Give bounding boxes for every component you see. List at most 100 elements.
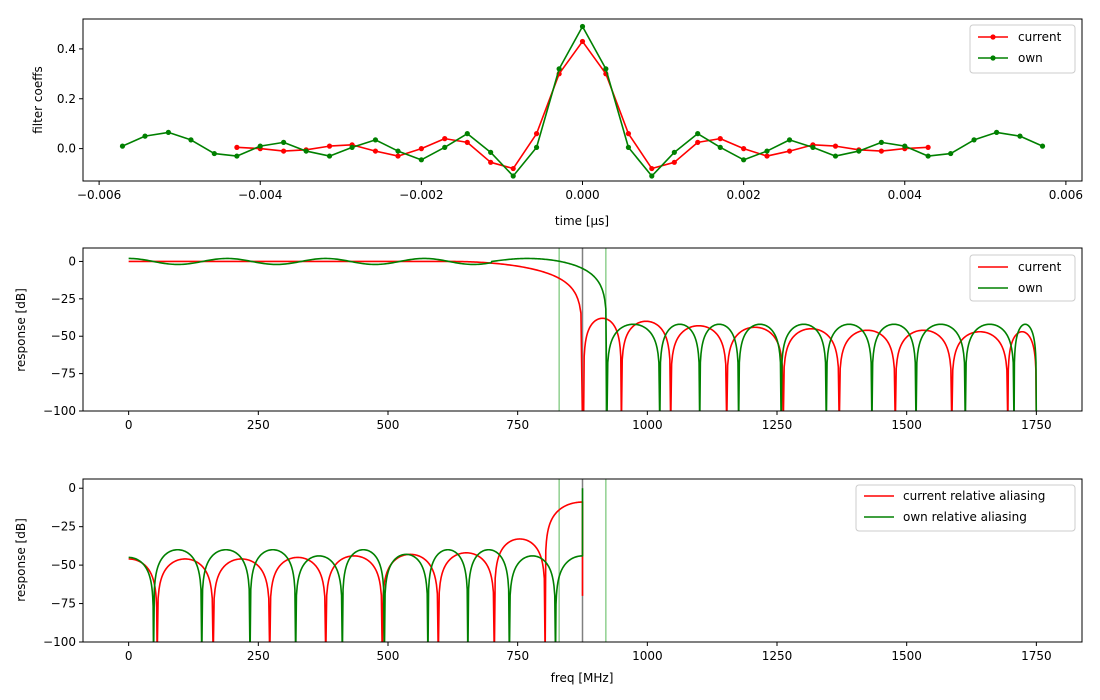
aliasing-ytick-label: −100 [43, 635, 76, 649]
legend-label-own: own relative aliasing [903, 510, 1027, 524]
response-panel: 0 250 500 750 1000 1250 1500 1750 0 −25 −50 −75 −100… [14, 247, 1083, 432]
response-xtick-label: 750 [506, 418, 529, 432]
data-point-own [671, 149, 677, 155]
data-point-current [395, 153, 401, 159]
coeffs-xtick-label: 0.002 [726, 188, 760, 202]
coeffs-xtick-label: 0.000 [565, 188, 599, 202]
data-point-own [603, 66, 609, 72]
data-point-own [764, 148, 770, 154]
legend-label-current: current [1018, 260, 1062, 274]
series-line-current [236, 40, 929, 170]
coeffs-xtick-label: 0.004 [888, 188, 922, 202]
response-xtick-label: 500 [377, 418, 400, 432]
series-line-current-relative-aliasing [128, 501, 584, 642]
response-ytick-label: 0 [68, 254, 76, 268]
coeffs-plot-area [119, 23, 1046, 179]
aliasing-xlabel: freq [MHz] [551, 671, 614, 685]
data-point-current [695, 139, 701, 145]
legend-label-current: current [1018, 30, 1062, 44]
data-point-own [142, 133, 148, 139]
data-point-own [741, 157, 747, 163]
response-xtick-label: 1000 [632, 418, 663, 432]
data-point-own [971, 137, 977, 143]
data-point-current [925, 144, 931, 150]
coeffs-ytick-label: 0.4 [57, 42, 76, 56]
data-point-current [326, 143, 333, 149]
data-point-current [488, 159, 494, 165]
data-point-current [464, 139, 470, 145]
data-point-own [395, 148, 401, 154]
data-point-own [695, 131, 701, 137]
aliasing-ytick-label: −50 [51, 558, 76, 572]
data-point-current [533, 131, 540, 137]
aliasing-xtick-label: 250 [247, 649, 270, 663]
data-point-own [281, 139, 287, 145]
data-point-current [878, 148, 884, 154]
response-axes-frame [82, 247, 1083, 412]
data-point-current [510, 165, 516, 172]
coeffs-ytick-label: 0.0 [57, 142, 76, 156]
aliasing-xtick-label: 1500 [891, 649, 922, 663]
data-point-own [165, 129, 171, 135]
coeffs-ytick-label: 0.2 [57, 92, 76, 106]
data-point-current [579, 38, 586, 45]
aliasing-ylabel: response [dB] [14, 518, 28, 602]
data-point-current [234, 144, 240, 150]
coeffs-legend: current own [969, 24, 1076, 74]
aliasing-plot-area [128, 479, 607, 642]
response-xtick-label: 250 [247, 418, 270, 432]
aliasing-legend: current relative aliasing own relative a… [855, 484, 1076, 532]
aliasing-ticks: 0 250 500 750 1000 1250 1500 1750 0 −25 −50 −75 −100 [43, 481, 1052, 663]
response-ytick-label: −25 [51, 292, 76, 306]
data-point-own [372, 137, 379, 143]
data-point-current [741, 146, 747, 152]
data-point-own [1039, 143, 1046, 149]
response-xtick-label: 1750 [1021, 418, 1052, 432]
aliasing-xtick-label: 1000 [632, 649, 663, 663]
coeffs-xtick-label: −0.006 [77, 188, 121, 202]
data-point-own [994, 129, 1000, 135]
coeffs-axes-frame [82, 18, 1083, 182]
legend-label-own: own [1018, 51, 1043, 65]
data-point-own [925, 153, 931, 159]
data-point-own [488, 149, 494, 155]
data-point-current [281, 148, 287, 154]
data-point-current [649, 165, 655, 172]
series-line-own [122, 25, 1043, 177]
response-plot-area [128, 248, 1038, 411]
data-point-current [418, 146, 424, 152]
aliasing-xtick-label: 0 [125, 649, 133, 663]
legend-marker-current [990, 34, 996, 40]
data-point-own [442, 144, 448, 150]
response-xtick-label: 1250 [762, 418, 793, 432]
data-point-own [832, 153, 839, 159]
data-point-own [533, 144, 540, 150]
coeffs-xlabel: time [μs] [555, 214, 609, 228]
data-point-own [649, 173, 655, 179]
data-point-current [717, 136, 723, 142]
coeffs-ticks: −0.006 −0.004 −0.002 0.000 0.002 0.004 0.006 0.… [57, 42, 1083, 202]
data-point-own [856, 148, 862, 154]
data-point-current [625, 131, 632, 137]
data-point-own [234, 153, 240, 159]
aliasing-ytick-label: −25 [51, 520, 76, 534]
data-point-own [717, 144, 723, 150]
aliasing-axes-frame [82, 478, 1083, 643]
data-point-own [878, 139, 884, 145]
data-point-own [510, 173, 516, 179]
response-legend: current own [969, 254, 1076, 302]
coeffs-xtick-label: −0.002 [399, 188, 443, 202]
data-point-current [671, 159, 677, 165]
data-point-current [832, 143, 839, 149]
data-point-own [948, 150, 954, 157]
response-xtick-label: 0 [125, 418, 133, 432]
aliasing-xtick-label: 1750 [1021, 649, 1052, 663]
legend-label-current: current relative aliasing [903, 489, 1045, 503]
response-ylabel: response [dB] [14, 288, 28, 372]
coeffs-xtick-label: 0.006 [1049, 188, 1083, 202]
data-point-current [372, 148, 379, 154]
aliasing-ytick-label: 0 [68, 481, 76, 495]
response-ytick-label: −50 [51, 329, 76, 343]
aliasing-xtick-label: 1250 [762, 649, 793, 663]
aliasing-ytick-label: −75 [51, 597, 76, 611]
